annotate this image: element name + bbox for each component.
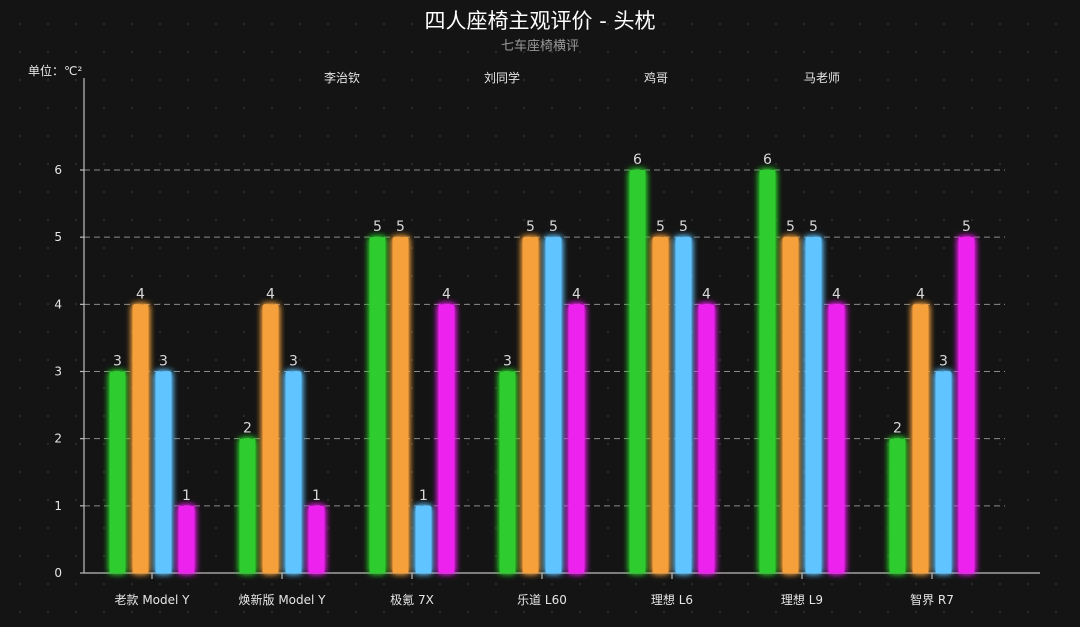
- y-tick-label: 6: [54, 163, 62, 177]
- legend-label: 鸡哥: [644, 70, 668, 85]
- bar: [759, 170, 776, 573]
- bar: [285, 371, 302, 573]
- x-tick-label: 理想 L9: [781, 592, 823, 607]
- data-label: 3: [939, 354, 948, 370]
- data-label: 5: [396, 219, 405, 235]
- data-label: 6: [633, 152, 642, 168]
- data-label: 5: [679, 219, 688, 235]
- bar: [889, 438, 906, 573]
- x-tick-label: 智界 R7: [910, 592, 954, 607]
- data-label: 1: [419, 488, 428, 504]
- bar: [629, 170, 646, 573]
- data-label: 3: [289, 354, 298, 370]
- data-label: 1: [182, 488, 191, 504]
- x-tick-label: 极氪 7X: [390, 592, 434, 607]
- y-tick-label: 1: [54, 499, 62, 513]
- bar: [652, 237, 669, 573]
- bar: [805, 237, 822, 573]
- bar: [369, 237, 386, 573]
- bar: [545, 237, 562, 573]
- bar: [522, 237, 539, 573]
- x-tick-label: 焕新版 Model Y: [239, 592, 327, 607]
- data-label: 4: [572, 286, 581, 302]
- data-label: 5: [373, 219, 382, 235]
- data-label: 1: [312, 488, 321, 504]
- bar: [828, 304, 845, 573]
- y-tick-label: 3: [54, 365, 62, 379]
- bar: [239, 438, 256, 573]
- data-label: 4: [702, 286, 711, 302]
- y-tick-label: 5: [54, 230, 62, 244]
- data-label: 5: [549, 219, 558, 235]
- data-label: 5: [786, 219, 795, 235]
- data-label: 2: [243, 421, 252, 437]
- x-tick-label: 老款 Model Y: [115, 593, 191, 607]
- bar: [782, 237, 799, 573]
- data-label: 4: [266, 286, 275, 302]
- y-tick-label: 0: [54, 566, 62, 580]
- x-tick-label: 理想 L6: [651, 592, 693, 607]
- bar: [499, 371, 516, 573]
- bar: [109, 371, 126, 573]
- bars: [109, 170, 975, 573]
- unit-label: 单位：℃²: [28, 63, 82, 78]
- legend-label: 李治钦: [324, 70, 360, 85]
- bar: [912, 304, 929, 573]
- data-label: 4: [136, 286, 145, 302]
- grid-lines: [84, 169, 1005, 507]
- bar: [132, 304, 149, 573]
- bar: [392, 237, 409, 573]
- axes: 0 1 2 3 4 5 6 老款 Model Y 焕新版 Model Y 极氪 7X 乐道 L60 理…: [54, 78, 1040, 607]
- data-label: 2: [893, 421, 902, 437]
- data-label: 5: [526, 219, 535, 235]
- legend-label: 刘同学: [484, 70, 520, 85]
- data-label: 4: [832, 286, 841, 302]
- data-label: 3: [503, 354, 512, 370]
- y-tick-label: 4: [54, 297, 62, 311]
- data-label: 5: [962, 219, 971, 235]
- data-label: 3: [159, 354, 168, 370]
- bar: [698, 304, 715, 573]
- data-label: 4: [916, 286, 925, 302]
- chart-subtitle: 七车座椅横评: [501, 38, 579, 54]
- legend: 李治钦 刘同学 鸡哥 马老师: [242, 70, 840, 85]
- bar: [155, 371, 172, 573]
- bar: [308, 505, 325, 573]
- bar: [958, 237, 975, 573]
- chart-title: 四人座椅主观评价 - 头枕: [425, 9, 656, 33]
- bar: [438, 304, 455, 573]
- data-label: 5: [656, 219, 665, 235]
- bar: [415, 505, 432, 573]
- data-label: 4: [442, 286, 451, 302]
- legend-label: 马老师: [804, 71, 840, 85]
- data-label: 3: [113, 354, 122, 370]
- bar: [675, 237, 692, 573]
- data-label: 5: [809, 219, 818, 235]
- bar: [262, 304, 279, 573]
- bar: [178, 505, 195, 573]
- x-tick-label: 乐道 L60: [517, 593, 567, 607]
- y-tick-label: 2: [54, 432, 62, 446]
- bar: [935, 371, 952, 573]
- bar: [568, 304, 585, 573]
- data-label: 6: [763, 152, 772, 168]
